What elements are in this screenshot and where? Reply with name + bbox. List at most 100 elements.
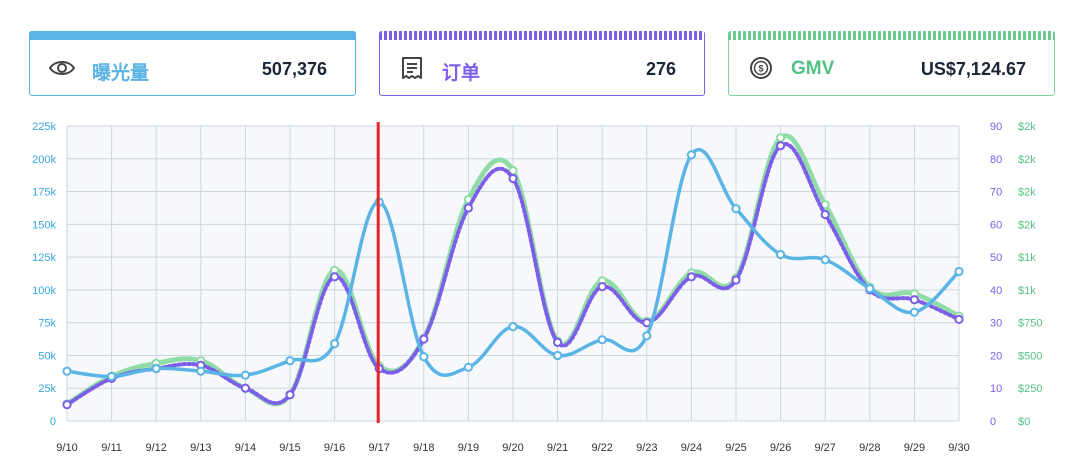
data-point <box>151 363 161 374</box>
right-axis-gmv-tick-label: $1k <box>1018 252 1036 264</box>
x-tick-label: 9/27 <box>814 442 835 454</box>
right-axis-gmv-tick-label: $2k <box>1018 219 1036 231</box>
data-point <box>508 173 518 184</box>
data-point <box>776 133 786 143</box>
data-point <box>240 383 250 393</box>
x-tick-label: 9/29 <box>904 442 925 454</box>
x-axis-labels: 9/10 9/11 9/12 9/13 9/14 9/15 9/16 9/17 9/18 9/19… <box>56 442 969 454</box>
data-point <box>776 249 786 260</box>
svg-text:$: $ <box>758 64 763 74</box>
card-top-bar <box>29 31 356 40</box>
right-axis-gmv-tick-label: $1k <box>1018 285 1036 297</box>
card-value: 276 <box>645 59 676 79</box>
x-tick-label: 9/13 <box>190 442 211 454</box>
data-point <box>419 334 429 344</box>
data-point <box>553 337 563 347</box>
left-axis-tick-label: 100k <box>32 285 56 297</box>
data-point <box>553 350 563 361</box>
x-tick-label: 9/22 <box>591 442 612 454</box>
x-tick-label: 9/28 <box>859 442 880 454</box>
right-axis-orders-tick-label: 50 <box>990 252 1002 264</box>
x-tick-label: 9/14 <box>235 442 256 454</box>
left-axis-tick-label: 125k <box>32 252 56 264</box>
right-axis-orders-tick-label: 60 <box>990 219 1002 231</box>
x-tick-label: 9/15 <box>279 442 300 454</box>
data-point <box>642 331 652 341</box>
series-left <box>62 147 964 382</box>
left-axis-tick-label: 200k <box>32 154 56 166</box>
right-axis-gmv-tick-label: $250 <box>1018 383 1042 395</box>
eye-icon <box>48 61 76 75</box>
right-axis-gmv-tick-label: $500 <box>1018 350 1042 362</box>
data-point <box>62 366 72 376</box>
x-tick-label: 9/11 <box>101 442 122 454</box>
gmv-card[interactable]: $ GMV US$7,124.67 <box>728 31 1055 96</box>
data-point <box>731 204 741 214</box>
grid <box>66 125 960 422</box>
x-tick-label: 9/10 <box>56 442 77 454</box>
data-point <box>508 322 518 332</box>
left-axis-tick-label: 175k <box>32 187 56 199</box>
left-axis-tick-label-group: 0 25k 50k 75k 100k 125k 150k 175k 200k 225k <box>32 121 56 428</box>
data-point <box>62 400 72 410</box>
left-axis-tick-label: 75k <box>38 318 56 330</box>
right-axis-orders-tick-label: 10 <box>990 383 1002 395</box>
right-axis-orders-tick-label: 0 <box>990 416 996 428</box>
data-point <box>107 371 117 382</box>
x-tick-label: 9/26 <box>770 442 791 454</box>
data-point <box>196 366 206 376</box>
x-tick-label: 9/19 <box>458 442 479 454</box>
x-tick-label: 9/17 <box>368 442 389 454</box>
card-label: 曝光量 <box>92 63 150 84</box>
x-tick-label: 9/24 <box>681 442 702 454</box>
right-axis-orders-tick-label: 20 <box>990 350 1002 362</box>
left-axis-tick-label: 50k <box>38 350 56 362</box>
data-point <box>419 352 429 362</box>
data-point <box>909 307 920 317</box>
data-point <box>865 283 875 294</box>
x-tick-label: 9/21 <box>547 442 568 454</box>
right-axis-orders-tick-label: 30 <box>990 318 1002 330</box>
card-top-bar <box>728 31 1055 40</box>
data-point <box>820 255 830 265</box>
right-axis-orders-tick-label: 70 <box>990 187 1002 199</box>
right-axis-gmv-tick-label: $2k <box>1018 121 1036 133</box>
x-tick-label: 9/30 <box>948 442 969 454</box>
data-point <box>463 362 473 372</box>
right-axis-gmv-tick-label: $0 <box>1018 416 1030 428</box>
data-point <box>954 266 964 277</box>
data-point <box>597 282 607 292</box>
data-point <box>330 272 340 282</box>
x-tick-label: 9/16 <box>324 442 345 454</box>
data-point <box>731 275 741 285</box>
dollar-coin-icon: $ <box>750 57 772 79</box>
data-point <box>240 370 250 380</box>
receipt-icon <box>402 57 422 79</box>
right-axis-orders-tick-label: 80 <box>990 154 1002 166</box>
right-axis-gmv-tick-label-group: $0 $250 $500 $750 $1k $1k $2k $2k $2k $2k <box>1018 121 1042 428</box>
right-axis-orders-tick-label: 90 <box>990 121 1002 133</box>
orders-card[interactable]: 订单 276 <box>379 31 705 96</box>
left-axis-tick-label: 150k <box>32 219 56 231</box>
data-point <box>686 150 697 160</box>
data-point <box>597 335 607 345</box>
data-point <box>954 314 964 324</box>
impressions-card[interactable]: 曝光量 507,376 <box>29 31 356 96</box>
data-point <box>686 272 697 282</box>
x-tick-label: 9/18 <box>413 442 434 454</box>
x-tick-label: 9/23 <box>636 442 657 454</box>
card-top-bar <box>379 31 705 40</box>
right-axis-gmv-tick-label: $750 <box>1018 318 1042 330</box>
x-tick-label: 9/25 <box>725 442 746 454</box>
data-point <box>285 390 295 400</box>
left-axis-tick-label: 25k <box>38 383 56 395</box>
card-label: 订单 <box>442 63 481 84</box>
data-point <box>909 295 920 305</box>
data-point <box>776 141 786 151</box>
data-point <box>820 209 830 220</box>
data-point <box>285 356 295 366</box>
card-label: GMV <box>791 58 835 79</box>
data-point <box>330 339 340 349</box>
card-value: US$7,124.67 <box>920 59 1026 79</box>
right-axis-gmv-tick-label: $2k <box>1018 187 1036 199</box>
